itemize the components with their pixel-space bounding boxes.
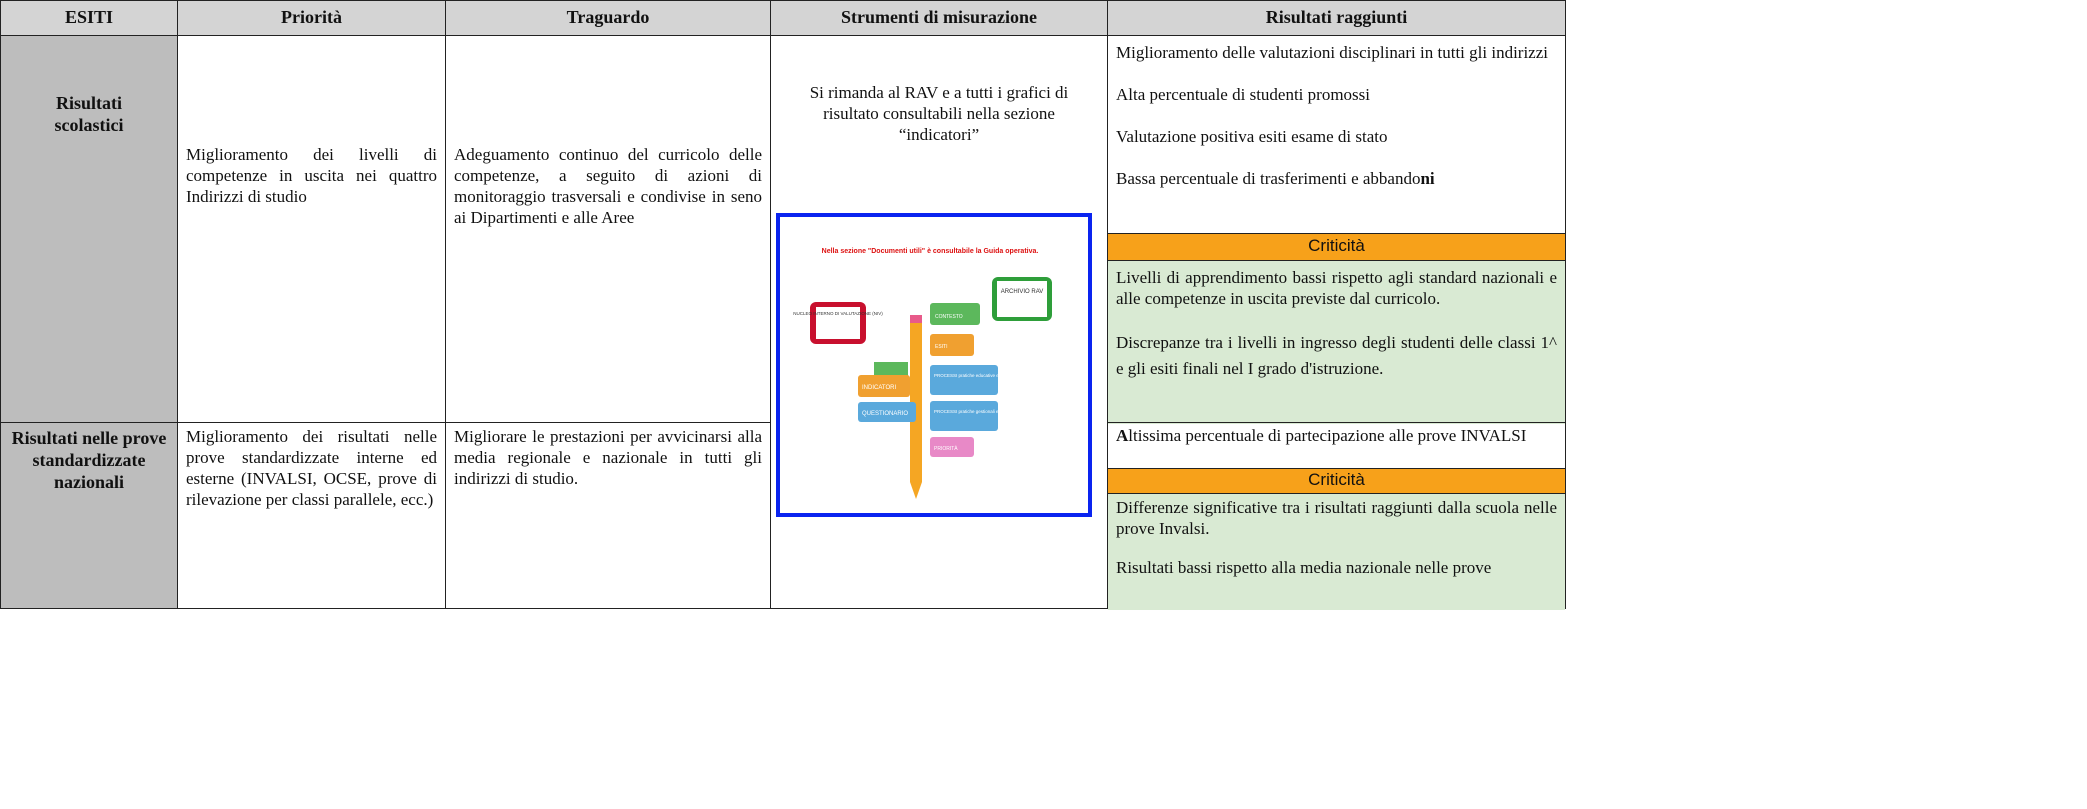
label-box [930, 437, 974, 457]
label-box [858, 375, 910, 397]
priorita-cell: Miglioramento dei livelli di competenze … [177, 35, 446, 423]
text: Bassa percentuale di trasferimenti e abb… [1116, 169, 1421, 188]
criticita-list: Livelli di apprendimento bassi rispetto … [1108, 261, 1565, 424]
criticita: Risultati bassi rispetto alla media nazi… [1116, 558, 1492, 577]
table: ESITI Priorità Traguardo Strumenti di mi… [0, 0, 1566, 610]
label-box [858, 402, 916, 422]
image-label: PRIORITÀ [934, 445, 958, 452]
esiti-cell: Risultati nelle prove standardizzate naz… [0, 422, 178, 609]
strumenti-cell: Si rimanda al RAV e a tutti i grafici di… [770, 35, 1108, 609]
header-cell: Traguardo [445, 0, 771, 36]
risultato: Alta percentuale di studenti promossi [1116, 85, 1370, 104]
image-label: PROCESSI pratiche educative e didattiche [934, 373, 1020, 378]
strumenti-text: Si rimanda al RAV e a tutti i grafici di… [809, 83, 1069, 144]
traguardo-cell: Adeguamento continuo del curricolo delle… [445, 35, 771, 423]
label-box [930, 401, 998, 431]
image-caption: Nella sezione "Documenti utili" è consul… [822, 248, 1039, 255]
criticita-header: Criticità [1108, 233, 1565, 261]
image-label: CONTESTO [935, 314, 963, 320]
criticita: Livelli di apprendimento bassi rispetto … [1116, 268, 1557, 308]
text-bold: A [1116, 426, 1129, 445]
label-box [930, 334, 974, 356]
criticita: Differenze significative tra i risultati… [1116, 498, 1557, 538]
label-box [930, 303, 980, 325]
risultato: Miglioramento delle valutazioni discipli… [1116, 43, 1548, 62]
risultati-list: Altissima percentuale di partecipazione … [1108, 423, 1565, 468]
risultati-list: Miglioramento delle valutazioni discipli… [1108, 36, 1565, 233]
text-bold: ni [1420, 169, 1435, 188]
traguardo-cell: Migliorare le prestazioni per avvicinars… [445, 422, 771, 609]
header-cell: Risultati raggiunti [1107, 0, 1566, 36]
header-cell: Strumenti di misurazione [770, 0, 1108, 36]
header-cell: Priorità [177, 0, 446, 36]
image-label: PROCESSI pratiche gestionali e organizza… [934, 409, 1027, 414]
image-label: ESITI [935, 344, 948, 350]
pencil-eraser [910, 315, 922, 323]
risultati-cell: Miglioramento delle valutazioni discipli… [1107, 35, 1566, 424]
niv-label: NUCLEO INTERNO DI VALUTAZIONE (NIV) [793, 311, 883, 316]
bubble-inner [997, 281, 1047, 317]
risultato: Valutazione positiva esiti esame di stat… [1116, 127, 1388, 146]
bubble-inner [816, 307, 860, 339]
infographic: Nella sezione "Documenti utili" è consul… [793, 248, 1052, 499]
questionario-label: QUESTIONARIO [862, 411, 908, 417]
risultati-cell: Altissima percentuale di partecipazione … [1107, 422, 1566, 610]
criticita: Discrepanze tra i livelli in ingresso de… [1116, 333, 1557, 378]
text: ltissima percentuale di partecipazione a… [1128, 426, 1527, 445]
esiti-cell: Risultati scolastici [0, 35, 178, 423]
priorita-cell: Miglioramento dei risultati nelle prove … [177, 422, 446, 609]
indicatori-label: INDICATORI [862, 385, 896, 391]
header-cell: ESITI [0, 0, 178, 36]
criticita-header: Criticità [1108, 468, 1565, 494]
rav-image: Nella sezione "Documenti utili" è consul… [776, 213, 1092, 517]
criticita-list: Differenze significative tra i risultati… [1108, 494, 1565, 610]
risultato: Bassa percentuale di trasferimenti e abb… [1116, 168, 1557, 189]
archivio-label: ARCHIVIO RAV [1001, 289, 1044, 295]
label-box [930, 365, 998, 395]
